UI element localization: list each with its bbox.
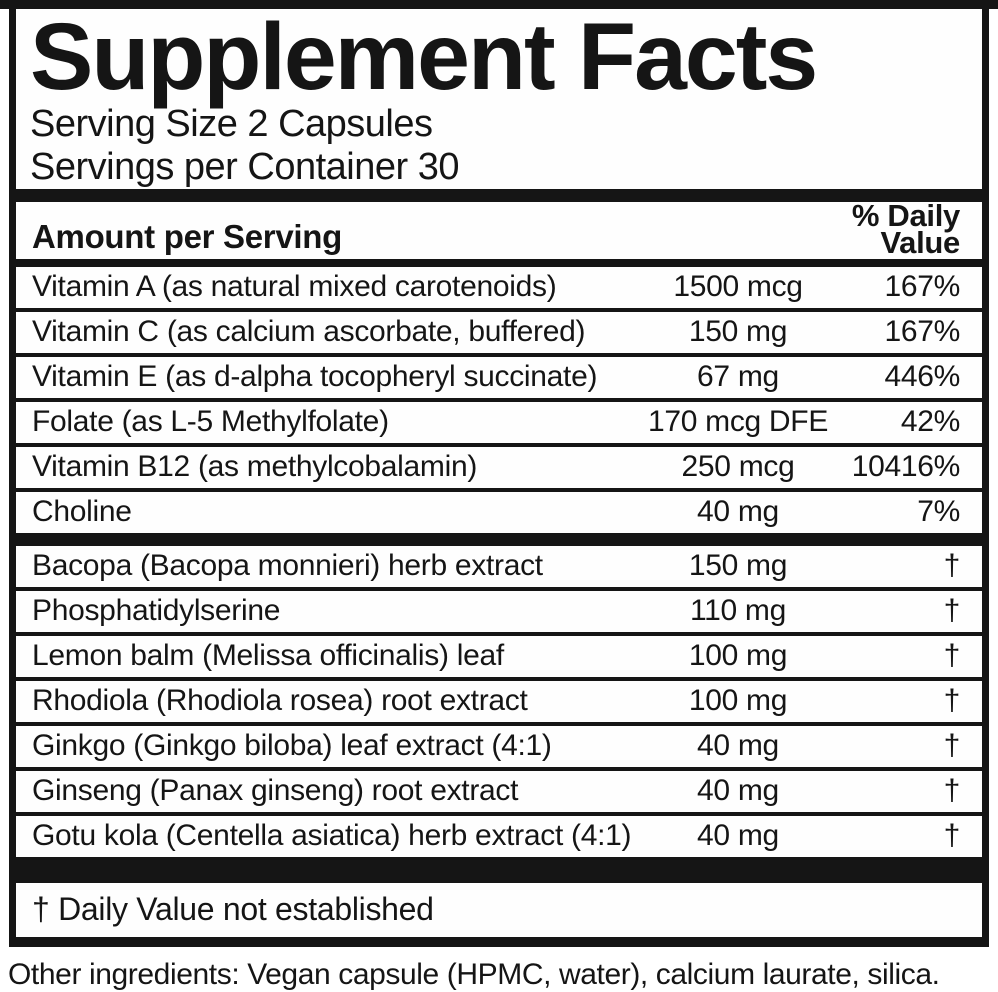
serving-size-text: Serving Size 2 Capsules (30, 103, 433, 145)
table-row: Folate (as L-5 Methylfolate) 170 mcg DFE… (16, 398, 982, 443)
label-header: Supplement Facts Serving Size 2 Capsules… (16, 9, 982, 189)
ingredient-daily-value: † (943, 549, 961, 582)
ingredient-amount: 1500 mcg (673, 270, 803, 303)
ingredient-amount: 150 mg (688, 549, 788, 582)
table-row: Ginseng (Panax ginseng) root extract 40 … (16, 767, 982, 812)
daily-value-footnote: † Daily Value not established (32, 891, 434, 927)
label-title: Supplement Facts (30, 4, 818, 110)
ingredient-amount: 40 mg (697, 774, 779, 807)
ingredient-name: Rhodiola (Rhodiola rosea) root extract (32, 684, 528, 717)
table-row: Bacopa (Bacopa monnieri) herb extract 15… (16, 546, 982, 587)
table-row: Vitamin B12 (as methylcobalamin) 250 mcg… (16, 443, 982, 488)
ingredient-daily-value: 42% (900, 405, 960, 438)
footnote-rule (16, 857, 982, 883)
table-row: Gotu kola (Centella asiatica) herb extra… (16, 812, 982, 857)
table-row: Lemon balm (Melissa officinalis) leaf 10… (16, 632, 982, 677)
ingredient-name: Ginkgo (Ginkgo biloba) leaf extract (4:1… (32, 729, 552, 762)
ingredient-name: Vitamin E (as d-alpha tocopheryl succina… (32, 360, 598, 393)
ingredient-daily-value: 446% (884, 360, 960, 393)
ingredient-daily-value: † (943, 729, 961, 762)
table-row: Ginkgo (Ginkgo biloba) leaf extract (4:1… (16, 722, 982, 767)
ingredient-amount: 40 mg (697, 819, 779, 852)
label-top-rule (0, 0, 998, 9)
vitamin-rows: Vitamin A (as natural mixed carotenoids)… (16, 267, 982, 533)
header-rule (16, 259, 982, 267)
other-ingredients-text: Other ingredients: Vegan capsule (HPMC, … (8, 958, 940, 991)
section-rule (16, 533, 982, 546)
ingredient-name: Choline (32, 495, 132, 528)
ingredient-name: Folate (as L-5 Methylfolate) (32, 405, 389, 438)
ingredient-daily-value: † (943, 639, 961, 672)
ingredient-daily-value: † (943, 594, 961, 627)
table-row: Rhodiola (Rhodiola rosea) root extract 1… (16, 677, 982, 722)
ingredient-daily-value: 167% (884, 270, 960, 303)
ingredient-name: Bacopa (Bacopa monnieri) herb extract (32, 549, 543, 582)
ingredient-name: Vitamin A (as natural mixed carotenoids) (32, 270, 557, 303)
ingredient-daily-value: † (943, 819, 961, 852)
thick-rule-top (16, 189, 982, 202)
ingredient-name: Ginseng (Panax ginseng) root extract (32, 774, 519, 807)
ingredient-name: Phosphatidylserine (32, 594, 281, 627)
servings-per-container-text: Servings per Container 30 (30, 146, 459, 188)
ingredient-amount: 250 mcg (681, 450, 795, 483)
ingredient-daily-value: 167% (884, 315, 960, 348)
ingredient-amount: 40 mg (697, 729, 779, 762)
ingredient-daily-value: 7% (917, 495, 960, 528)
ingredient-name: Lemon balm (Melissa officinalis) leaf (32, 639, 504, 672)
ingredient-amount: 40 mg (697, 495, 779, 528)
daily-value-header-line2: Value (880, 225, 961, 260)
table-row: Phosphatidylserine 110 mg † (16, 587, 982, 632)
column-header-row: Amount per Serving % Daily Value (16, 198, 982, 260)
ingredient-daily-value: † (943, 774, 961, 807)
ingredient-amount: 110 mg (689, 594, 787, 627)
table-row: Vitamin E (as d-alpha tocopheryl succina… (16, 353, 982, 398)
table-row: Vitamin A (as natural mixed carotenoids)… (16, 267, 982, 308)
ingredient-amount: 150 mg (688, 315, 788, 348)
table-row: Vitamin C (as calcium ascorbate, buffere… (16, 308, 982, 353)
daily-value-header: % Daily Value (851, 198, 961, 260)
ingredient-daily-value: 10416% (851, 450, 961, 483)
ingredient-amount: 100 mg (688, 639, 788, 672)
ingredient-name: Vitamin B12 (as methylcobalamin) (32, 450, 478, 483)
supplement-facts-panel: Supplement Facts Serving Size 2 Capsules… (9, 9, 989, 947)
botanical-rows: Bacopa (Bacopa monnieri) herb extract 15… (16, 546, 982, 857)
ingredient-amount: 67 mg (697, 360, 779, 393)
ingredient-name: Gotu kola (Centella asiatica) herb extra… (32, 819, 632, 852)
table-row: Choline 40 mg 7% (16, 488, 982, 533)
ingredient-amount: 100 mg (688, 684, 788, 717)
ingredient-amount: 170 mcg DFE (647, 405, 829, 438)
daily-value-header-line1: % Daily (851, 198, 960, 233)
ingredient-name: Vitamin C (as calcium ascorbate, buffere… (32, 315, 586, 348)
amount-per-serving-header: Amount per Serving (32, 218, 342, 255)
ingredient-daily-value: † (943, 684, 961, 717)
